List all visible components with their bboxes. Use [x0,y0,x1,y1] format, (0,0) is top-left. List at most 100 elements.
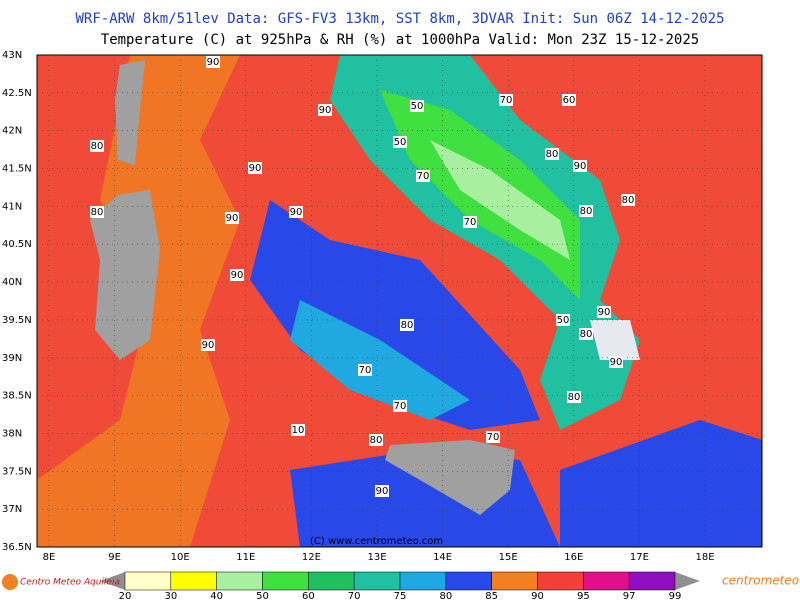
lat-label: 42.5N [2,88,32,99]
contour-label-bg [375,485,389,497]
contour-label: 90 [207,57,220,68]
contour-label-bg [201,339,215,351]
contour-label-bg [556,314,570,326]
sea-cyan [290,300,470,420]
contour-label-bg [230,269,244,281]
colorbar-tick: 90 [531,591,544,600]
contour-label: 50 [394,137,407,148]
lon-label: 16E [564,552,583,563]
lon-label: 18E [695,552,714,563]
colorbar-swatch [399,571,447,591]
colorbar-swatch [170,571,217,591]
colorbar-tick: 80 [439,591,452,600]
colorbar-tick: 70 [348,591,361,600]
contour-label: 80 [91,207,104,218]
colorbar-tick: 95 [577,591,590,600]
contour-label: 70 [500,95,513,106]
sicily [385,440,515,515]
copyright: (C) www.centrometeo.com [310,536,443,547]
corsica [115,60,145,165]
contour-label: 90 [290,207,303,218]
lat-label: 39.5N [2,315,32,326]
contour-label: 90 [226,213,239,224]
contour-label: 80 [401,320,414,331]
lon-label: 10E [171,552,190,563]
contour-label: 80 [580,206,593,217]
lat-label: 41.5N [2,164,32,175]
lat-label: 41N [2,201,22,212]
colorbar-tick: 97 [623,591,636,600]
contour-label: 90 [574,161,587,172]
colorbar-tick: 85 [485,591,498,600]
contour-label: 70 [417,171,430,182]
lat-label: 40.5N [2,239,32,250]
contour-label-bg [567,391,581,403]
colorbar-tick: 40 [210,591,223,600]
sea-blue [250,200,540,430]
lon-label: 11E [236,552,255,563]
header-line1: WRF-ARW 8km/51lev Data: GFS-FV3 13km, SS… [75,11,724,27]
colorbar-swatch [308,571,355,591]
colorbar-swatch [445,571,492,591]
contour-label-bg [318,104,332,116]
colorbar-tick: 50 [256,591,269,600]
colorbar-tick: 30 [164,591,177,600]
contour-label-bg [400,319,414,331]
contour-label-bg [463,216,477,228]
colorbar-swatch [216,571,263,591]
colorbar-swatch [353,571,401,591]
contour-label-bg [416,170,430,182]
italy-light [430,140,570,260]
lon-label: 8E [43,552,56,563]
contour-label-bg [90,140,104,152]
contour-label: 90 [598,307,611,318]
contour-label-bg [499,94,513,106]
colorbar-tick: 20 [119,591,132,600]
lon-label: 15E [499,552,518,563]
contour-label-bg [225,212,239,224]
contour-label-bg [597,306,611,318]
colorbar: 20 30 40 50 60 70 75 80 85 90 95 97 99 [100,571,700,600]
lat-label: 39N [2,353,22,364]
contour-label: 50 [411,101,424,112]
contour-label: 90 [231,270,244,281]
lat-label: 40N [2,277,22,288]
colorbar-swatch [583,571,630,591]
left-logo: Centro Meteo Aquileia [20,578,120,588]
contour-label-bg [562,94,576,106]
map [36,54,763,548]
contour-label-bg [90,206,104,218]
colorbar-arrow-right [675,572,700,590]
contour-label: 80 [370,435,383,446]
orange-band [37,55,240,547]
calabria-patch [590,320,640,360]
sardinia [90,190,160,360]
contour-label-bg [573,160,587,172]
contour-label-bg [291,424,305,436]
contour-label: 70 [487,432,500,443]
header-line2: Temperature (C) at 925hPa & RH (%) at 10… [101,32,699,48]
contour-label: 80 [622,195,635,206]
lat-label: 38N [2,428,22,439]
right-logo: centrometeo [722,574,799,588]
lon-label: 13E [367,552,386,563]
colorbar-swatch [491,571,538,591]
sea-ionian [560,420,762,547]
contour-label: 50 [557,315,570,326]
colorbar-arrow-left [100,572,125,590]
contour-label: 10 [292,425,305,436]
contour-label: 70 [464,217,477,228]
contour-label: 80 [546,149,559,160]
contour-label-bg [609,356,623,368]
lat-label: 38.5N [2,391,32,402]
contour-label-bg [579,205,593,217]
lon-label: 12E [302,552,321,563]
colorbar-swatch [537,571,584,591]
contour-label: 80 [580,329,593,340]
contour-label-bg [621,194,635,206]
contour-label-bg [545,148,559,160]
contour-label: 60 [563,95,576,106]
contour-label: 70 [359,365,372,376]
contour-label: 90 [376,486,389,497]
